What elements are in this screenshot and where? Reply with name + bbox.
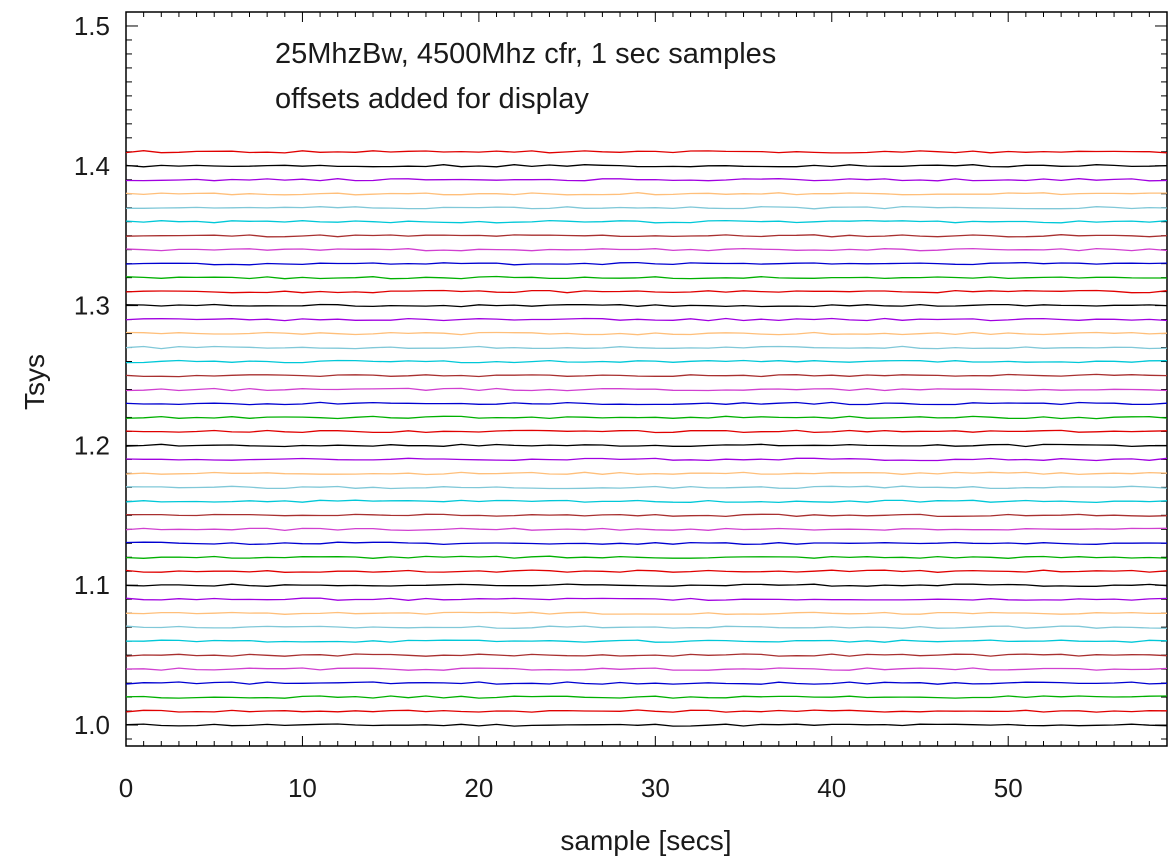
x-tick-label: 50: [994, 773, 1023, 803]
series-line: [125, 611, 1168, 615]
annotation-line-2: offsets added for display: [275, 83, 589, 115]
series-line: [125, 457, 1168, 462]
x-tick-label: 40: [817, 773, 846, 803]
series-line: [125, 527, 1168, 532]
series-line: [125, 513, 1168, 518]
series-line: [125, 234, 1168, 238]
series-line: [125, 471, 1168, 476]
y-tick-label: 1.2: [74, 430, 110, 460]
y-tick-label: 1.4: [74, 151, 110, 181]
axis-ticks: [126, 12, 1167, 746]
series-line: [125, 373, 1168, 378]
series-line: [125, 681, 1168, 685]
series-line: [125, 541, 1168, 546]
series-line: [125, 303, 1168, 308]
series-line: [125, 443, 1167, 448]
series-line: [125, 555, 1168, 559]
series-line: [125, 499, 1168, 504]
series-line: [125, 150, 1168, 154]
series-line: [125, 583, 1168, 587]
series-line: [125, 625, 1168, 629]
series-line: [125, 275, 1167, 280]
annotation-line-1: 25MhzBw, 4500Mhz cfr, 1 sec samples: [275, 38, 776, 70]
x-tick-label: 0: [119, 773, 133, 803]
series-layer: [125, 150, 1168, 727]
y-tick-label: 1.0: [74, 710, 110, 740]
series-line: [125, 429, 1168, 434]
series-line: [125, 331, 1168, 336]
series-line: [125, 723, 1168, 727]
series-line: [125, 178, 1168, 182]
series-line: [125, 261, 1168, 266]
series-line: [125, 219, 1168, 224]
x-axis-label: sample [secs]: [560, 825, 731, 856]
series-line: [125, 387, 1168, 392]
series-line: [125, 597, 1168, 601]
plot-frame: [125, 11, 1168, 747]
series-line: [125, 695, 1168, 699]
series-line: [125, 192, 1167, 196]
series-line: [125, 653, 1168, 657]
series-line: [125, 709, 1168, 713]
series-line: [125, 289, 1168, 294]
x-tick-labels: 0 10 20 30 40 50: [119, 773, 1023, 803]
series-line: [125, 569, 1168, 573]
series-line: [125, 415, 1168, 420]
series-line: [126, 205, 1168, 210]
x-tick-label: 10: [288, 773, 317, 803]
x-tick-label: 30: [641, 773, 670, 803]
series-line: [125, 639, 1168, 643]
series-line: [125, 485, 1168, 490]
series-line: [125, 359, 1168, 364]
series-line: [125, 667, 1168, 671]
y-tick-label: 1.5: [74, 11, 110, 41]
y-tick-label: 1.1: [74, 570, 110, 600]
y-tick-label: 1.3: [74, 291, 110, 321]
series-line: [125, 401, 1168, 406]
series-line: [125, 247, 1168, 252]
x-tick-label: 20: [464, 773, 493, 803]
series-line: [125, 164, 1168, 168]
series-line: [125, 317, 1168, 322]
y-axis-label: Tsys: [19, 354, 50, 410]
y-tick-labels: 1.0 1.1 1.2 1.3 1.4 1.5: [74, 11, 110, 740]
series-line: [125, 345, 1168, 350]
